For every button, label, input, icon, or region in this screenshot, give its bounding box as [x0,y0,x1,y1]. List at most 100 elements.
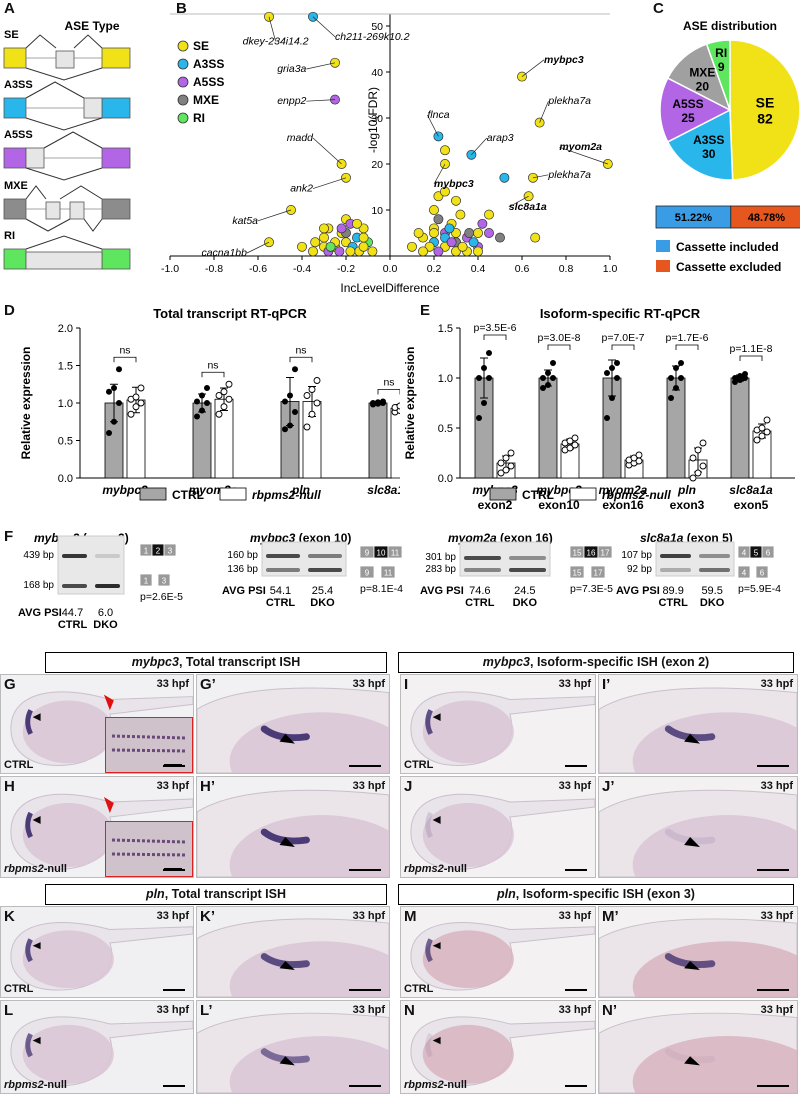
pie-slice-a5ss [659,77,732,143]
point-ctrl [737,373,743,379]
point-ctrl [111,385,117,391]
scale-bar [349,989,381,991]
splice [25,218,71,232]
panel-label-n-prime: N’ [602,1002,617,1019]
exon-box [387,545,403,559]
stage-label: 33 hpf [760,780,793,792]
bar-ctrl [730,377,750,479]
point-ctrl [742,371,748,377]
y-tick-label: 0.5 [438,423,453,435]
panel-label-f: F [4,528,14,545]
exon-right [101,248,131,270]
stage-label: 33 hpf [156,678,189,690]
genotype-label: CTRL [4,983,34,995]
gene-label: flnca [427,109,449,121]
point-null [303,423,311,431]
gene-leader [306,62,336,70]
gel-band [509,568,546,572]
volcano-point [484,209,494,220]
ish-panel-i-prime: 33 hpf [598,674,798,774]
gene-leader [312,137,342,165]
x-category-sublabel: exon16 [602,498,644,512]
ish-header-pln-total: pln, Total transcript ISH [45,884,387,905]
x-category-label: pln [291,483,310,497]
gene-leader [246,241,270,254]
stage-label: 33 hpf [156,910,189,922]
exon-left [3,97,27,119]
point-ctrl [486,350,492,356]
pie-slice-ri [705,39,731,111]
exon-right [101,147,131,169]
significance-bracket [113,356,137,363]
panel-label-i-prime: I’ [602,676,611,693]
gene-label: dkey-234i14.2 [243,35,309,47]
point-null [502,466,510,474]
exon-number: 3 [168,547,173,556]
point-ctrl [287,392,293,399]
panel-label-d: D [4,302,15,319]
psi-label: AVG PSI [616,585,660,597]
point-ctrl [287,422,293,429]
gene-leader [532,174,549,179]
volcano-point [413,228,424,238]
scale-bar [565,765,587,767]
legend-label-ri: RI [193,111,205,125]
point-ctrl [106,430,112,436]
point-null [137,384,145,392]
legend-swatch-null [219,487,247,501]
point-ctrl [545,382,551,388]
gel-band [95,584,120,588]
scale-bar [757,765,789,767]
point-null [132,393,140,401]
legend-dot-mxe [177,94,189,106]
embryo-image [599,687,797,773]
embryo-image [10,793,193,870]
exon-right [101,47,131,69]
exon-box [755,565,769,579]
volcano-x-axis-title: IncLevelDifference [340,281,439,295]
panel-label-k-prime: K’ [200,908,215,925]
ish-header-pln-isoform: pln, Isoform-specific ISH (exon 3) [398,884,794,905]
legend-label-a5ss: A5SS [193,75,224,89]
volcano-point [336,223,347,234]
point-ctrl [673,385,679,391]
y-tick-label: 2.0 [58,323,73,335]
gel-band [266,568,300,572]
legend-dot-se [177,40,189,52]
genotype-label: rbpms2-null [404,1079,467,1091]
exon-number: 5 [754,549,759,558]
gene-leader [433,163,446,185]
significance-bracket [739,355,763,361]
point-null [313,377,321,384]
exon-number: 16 [587,549,596,558]
gene-leader [508,195,529,208]
point-ctrl [540,385,546,391]
significance-label: ns [295,344,306,356]
splice [43,131,103,149]
point-ctrl [678,360,684,366]
pie-value-a3ss: 30 [702,147,716,161]
ase-label-mxe: MXE [4,180,28,192]
exon-number: 15 [573,549,582,558]
point-ctrl [194,413,200,420]
significance-bracket [289,356,313,363]
genotype-label: CTRL [404,983,434,995]
condition-label: CTRL [465,597,495,609]
ish-panel-g: 33 hpf CTRL [0,674,194,774]
embryo-image [410,1016,595,1087]
volcano-point [429,205,439,215]
gel-band [509,556,546,560]
volcano-point [468,237,479,248]
gene-label: gria3a [277,63,306,75]
alt-region [83,97,103,119]
significance-label: ns [383,377,394,389]
point-ctrl [550,375,556,381]
y-tick-label: 10 [371,205,383,217]
ase-label-a5ss: A5SS [4,129,33,141]
exon-box [380,565,396,579]
legend-dot-ri [177,112,189,124]
point-ctrl [604,370,610,376]
gene-leader [312,177,347,189]
condition-label: CTRL [58,619,88,631]
cassette-bar-segment [730,205,800,229]
